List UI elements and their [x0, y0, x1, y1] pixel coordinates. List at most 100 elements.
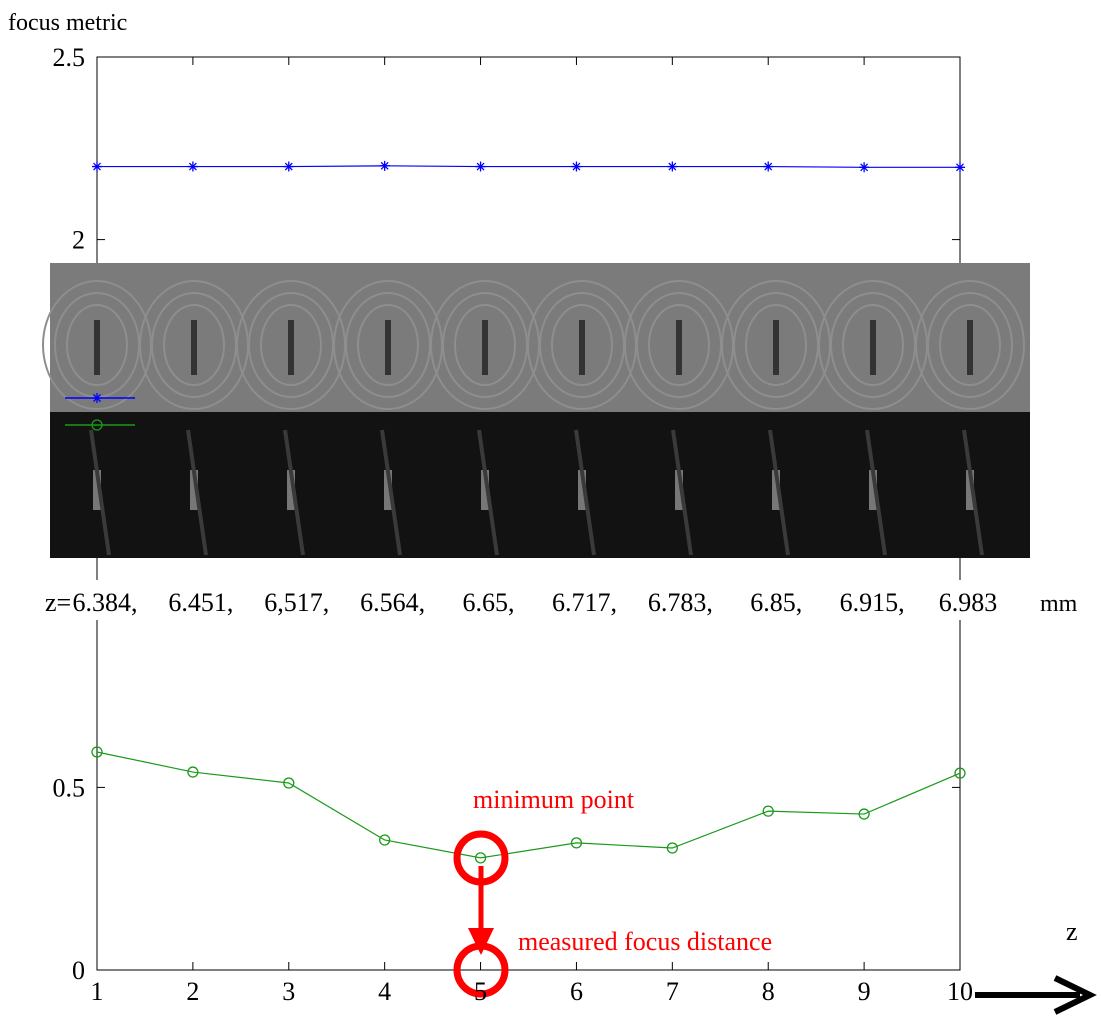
- point: [92, 393, 102, 403]
- fiber-trace: [380, 429, 402, 556]
- y-axis-label: focus metric: [8, 10, 127, 36]
- x-tick-label: 4: [378, 977, 391, 1006]
- point: [92, 161, 102, 172]
- point: [283, 161, 294, 172]
- point: [91, 419, 103, 431]
- z-arrow-label: z: [1066, 917, 1078, 946]
- point: [379, 160, 390, 171]
- fiber-glow: [481, 470, 489, 510]
- fiber-glow: [384, 470, 392, 510]
- z-unit: mm: [1040, 591, 1078, 617]
- fringe: [915, 280, 1025, 410]
- fiber-trace: [962, 429, 984, 556]
- fiber-trace: [186, 429, 208, 556]
- fiber-trace: [671, 429, 693, 556]
- x-tick-label: 6: [570, 977, 583, 1006]
- fringe: [163, 304, 225, 386]
- fiber-glow: [93, 470, 101, 510]
- fringe: [842, 304, 904, 386]
- fiber: [94, 320, 100, 375]
- fiber-trace: [574, 429, 596, 556]
- series-line: [97, 165, 960, 168]
- fiber: [967, 320, 973, 375]
- annotation-arrowhead: [468, 928, 494, 955]
- fringe: [357, 304, 419, 386]
- x-tick-label: 3: [282, 977, 295, 1006]
- fringe: [648, 304, 710, 386]
- fiber-glow: [578, 470, 586, 510]
- z-value: 6.717,: [552, 588, 617, 617]
- point: [187, 161, 198, 172]
- z-value: 6.85,: [750, 588, 802, 617]
- fiber-glow: [772, 470, 780, 510]
- fringe: [927, 292, 1013, 398]
- fringe: [551, 304, 613, 386]
- x-tick-label: 8: [762, 977, 775, 1006]
- fiber: [676, 320, 682, 375]
- point: [475, 161, 486, 172]
- fiber-glow: [869, 470, 877, 510]
- fiber: [773, 320, 779, 375]
- z-value: 6.983: [939, 588, 998, 617]
- fiber: [385, 320, 391, 375]
- fiber-glow: [675, 470, 683, 510]
- y-tick-label: 2: [72, 226, 85, 255]
- point: [570, 837, 583, 849]
- point: [763, 161, 774, 172]
- point: [666, 842, 678, 854]
- x-tick-label: 5: [474, 977, 487, 1006]
- fiber: [870, 320, 876, 375]
- z-band: [40, 580, 1101, 620]
- z-value: 6.783,: [648, 588, 713, 617]
- y-tick-label: 0: [72, 956, 85, 985]
- x-tick-label: 10: [947, 977, 973, 1006]
- y-tick-label: 2.5: [53, 43, 86, 72]
- z-value: 6.915,: [840, 588, 905, 617]
- point: [187, 766, 199, 778]
- fiber-glow: [190, 470, 198, 510]
- point: [571, 161, 582, 172]
- fiber: [191, 320, 197, 375]
- fiber-glow: [287, 470, 295, 510]
- x-tick-label: 1: [91, 977, 104, 1006]
- z-value: 6.65,: [463, 588, 515, 617]
- x-tick-label: 7: [666, 977, 679, 1006]
- annotation: measured focus distance: [518, 927, 772, 956]
- fringe: [939, 304, 1001, 386]
- z-value: 6.564,: [360, 588, 425, 617]
- point: [955, 162, 965, 173]
- z-value: 6,517,: [264, 588, 329, 617]
- point: [474, 852, 487, 864]
- point: [954, 767, 966, 779]
- fringe: [745, 304, 807, 386]
- fiber-glow: [966, 470, 974, 510]
- z-value: 6.451,: [168, 588, 233, 617]
- x-tick-label: 2: [186, 977, 199, 1006]
- z-value: 6.384,: [73, 588, 138, 617]
- point: [858, 808, 870, 820]
- x-tick-label: 9: [858, 977, 871, 1006]
- fiber: [482, 320, 488, 375]
- fiber-trace: [477, 429, 499, 556]
- annotation: minimum point: [473, 785, 635, 814]
- fringe: [66, 304, 128, 386]
- point: [283, 777, 295, 789]
- fringe: [260, 304, 322, 386]
- point: [379, 834, 391, 846]
- point: [667, 161, 678, 172]
- y-tick-label: 0.5: [53, 773, 86, 802]
- fiber: [288, 320, 294, 375]
- fiber-trace: [89, 429, 111, 556]
- fiber: [579, 320, 585, 375]
- series-line: [96, 751, 961, 859]
- point: [91, 746, 103, 758]
- point: [762, 805, 774, 817]
- z-arrowhead: [1053, 975, 1097, 1015]
- fringe: [454, 304, 516, 386]
- point: [859, 162, 870, 173]
- fiber-trace: [283, 429, 305, 556]
- fiber-trace: [768, 429, 790, 556]
- z-prefix: z=: [45, 588, 71, 617]
